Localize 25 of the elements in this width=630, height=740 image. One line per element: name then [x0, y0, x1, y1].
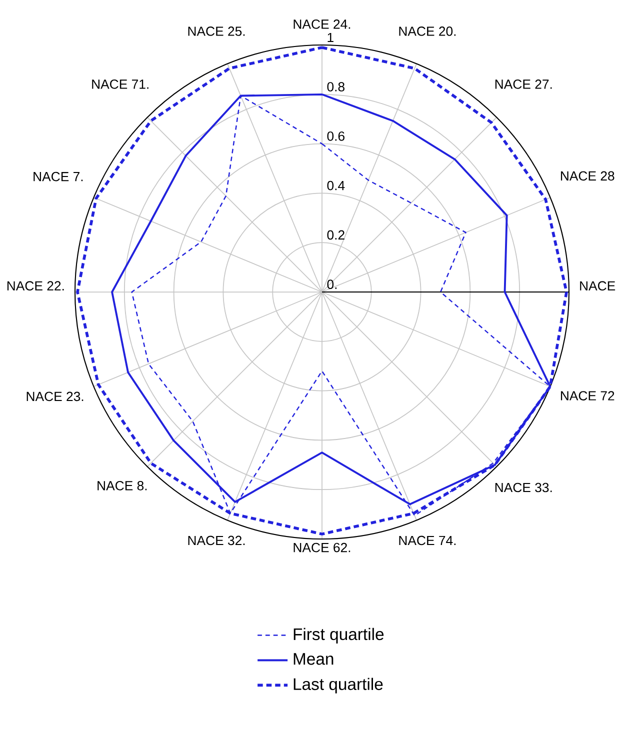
- y-tick-label: 0.2: [327, 230, 344, 240]
- spoke-label: NACE 25.: [188, 26, 245, 36]
- spoke-label: NACE 20.: [399, 26, 456, 36]
- spoke-label: NACE 28: [560, 171, 614, 181]
- spoke-label: NACE 24.: [294, 20, 350, 29]
- spoke-label: NACE 27.: [495, 80, 552, 89]
- legend-label: Mean: [294, 653, 334, 665]
- spoke-label: NACE 74.: [399, 536, 456, 546]
- legend-label: Last quartile: [294, 678, 383, 694]
- spoke-label: NACE 8.: [98, 481, 147, 490]
- y-tick-label: 1: [328, 32, 334, 42]
- spoke-label: NACE 7.: [34, 172, 83, 182]
- spoke-label: NACE 33.: [495, 482, 552, 492]
- spoke-label: NACE 62.: [294, 542, 350, 552]
- y-tick-label: 0.4: [327, 180, 345, 190]
- y-tick-label: 0.: [327, 280, 337, 290]
- spoke-label: NACE 22.: [7, 281, 64, 291]
- spoke-label: NACE: [580, 281, 616, 291]
- spoke-label: NACE 23.: [26, 392, 84, 402]
- legend-label: First quartile: [294, 628, 384, 644]
- spoke-label: NACE 72: [560, 391, 614, 400]
- y-tick-label: 0.6: [327, 131, 344, 141]
- spoke-label: NACE 71.: [92, 80, 148, 89]
- y-tick-label: 0.8: [327, 82, 344, 92]
- spoke-label: NACE 32.: [188, 536, 245, 546]
